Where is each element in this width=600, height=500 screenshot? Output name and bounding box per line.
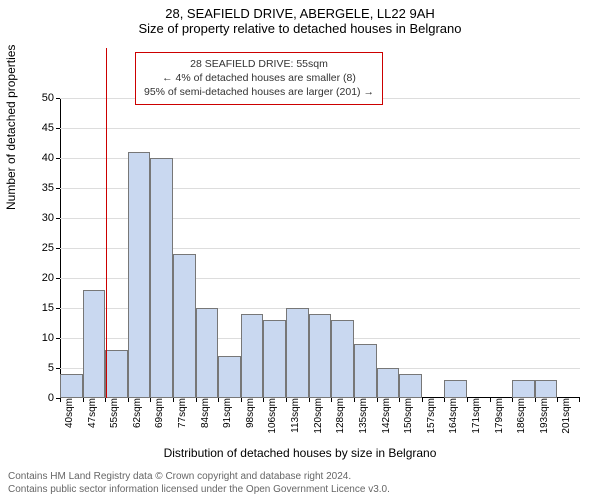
x-tick-mark (354, 398, 355, 402)
x-tick-label: 91sqm (220, 398, 233, 428)
histogram-bar (535, 380, 558, 398)
callout-line-3: 95% of semi-detached houses are larger (… (144, 85, 374, 99)
x-tick-mark (241, 398, 242, 402)
gridline (60, 128, 580, 129)
x-tick-mark (173, 398, 174, 402)
footer-line-1: Contains HM Land Registry data © Crown c… (8, 470, 390, 483)
callout-line-2: ← 4% of detached houses are smaller (8) (144, 71, 374, 85)
x-tick-label: 179sqm (492, 398, 505, 434)
x-axis-label: Distribution of detached houses by size … (0, 446, 600, 460)
y-tick-label: 20 (42, 272, 60, 284)
chart-area: 28 SEAFIELD DRIVE: 55sqm ← 4% of detache… (60, 48, 580, 398)
x-tick-label: 120sqm (311, 398, 324, 434)
histogram-bar (60, 374, 83, 398)
histogram-bar (512, 380, 535, 398)
histogram-bar (83, 290, 106, 398)
x-tick-label: 164sqm (446, 398, 459, 434)
x-tick-mark (399, 398, 400, 402)
histogram-bar (128, 152, 151, 398)
y-tick-label: 30 (42, 212, 60, 224)
y-tick-label: 45 (42, 122, 60, 134)
x-tick-label: 77sqm (175, 398, 188, 428)
histogram-bar (150, 158, 173, 398)
histogram-bar (444, 380, 467, 398)
footer-line-2: Contains public sector information licen… (8, 483, 390, 496)
x-tick-label: 47sqm (85, 398, 98, 428)
x-tick-label: 55sqm (107, 398, 120, 428)
y-tick-label: 50 (42, 92, 60, 104)
histogram-bar (286, 308, 309, 398)
x-tick-mark (535, 398, 536, 402)
x-tick-mark (490, 398, 491, 402)
x-tick-label: 84sqm (198, 398, 211, 428)
x-tick-label: 106sqm (265, 398, 278, 434)
x-tick-label: 98sqm (243, 398, 256, 428)
callout-line-1: 28 SEAFIELD DRIVE: 55sqm (144, 57, 374, 71)
x-tick-label: 40sqm (62, 398, 75, 428)
x-tick-mark (309, 398, 310, 402)
x-tick-mark (286, 398, 287, 402)
x-tick-mark (196, 398, 197, 402)
x-tick-label: 186sqm (514, 398, 527, 434)
histogram-bar (263, 320, 286, 398)
chart-title-1: 28, SEAFIELD DRIVE, ABERGELE, LL22 9AH (0, 0, 600, 21)
x-tick-label: 69sqm (152, 398, 165, 428)
histogram-bar (309, 314, 332, 398)
x-tick-mark (128, 398, 129, 402)
x-tick-label: 150sqm (401, 398, 414, 434)
y-tick-label: 10 (42, 332, 60, 344)
x-tick-label: 201sqm (559, 398, 572, 434)
x-tick-label: 193sqm (537, 398, 550, 434)
x-tick-label: 113sqm (288, 398, 301, 433)
y-axis-label: Number of detached properties (4, 45, 18, 210)
histogram-bar (399, 374, 422, 398)
histogram-bar (196, 308, 219, 398)
plot-region: 0510152025303540455040sqm47sqm55sqm62sqm… (60, 98, 580, 398)
x-tick-mark (377, 398, 378, 402)
histogram-bar (218, 356, 241, 398)
y-tick-label: 15 (42, 302, 60, 314)
reference-line (106, 48, 107, 398)
histogram-bar (377, 368, 400, 398)
chart-container: 28, SEAFIELD DRIVE, ABERGELE, LL22 9AH S… (0, 0, 600, 500)
y-tick-label: 35 (42, 182, 60, 194)
y-tick-label: 5 (48, 362, 60, 374)
x-tick-label: 157sqm (424, 398, 437, 434)
histogram-bar (173, 254, 196, 398)
footer-attribution: Contains HM Land Registry data © Crown c… (8, 470, 390, 496)
x-tick-label: 128sqm (333, 398, 346, 434)
x-tick-mark (60, 398, 61, 402)
histogram-bar (241, 314, 264, 398)
x-tick-label: 62sqm (130, 398, 143, 428)
x-tick-mark (467, 398, 468, 402)
y-tick-label: 25 (42, 242, 60, 254)
callout-box: 28 SEAFIELD DRIVE: 55sqm ← 4% of detache… (135, 52, 383, 105)
histogram-bar (331, 320, 354, 398)
histogram-bar (105, 350, 128, 398)
y-tick-label: 40 (42, 152, 60, 164)
y-tick-label: 0 (48, 392, 60, 404)
x-tick-mark (422, 398, 423, 402)
x-tick-mark (579, 398, 580, 402)
x-tick-label: 171sqm (469, 398, 482, 434)
histogram-bar (354, 344, 377, 398)
x-tick-mark (83, 398, 84, 402)
chart-title-2: Size of property relative to detached ho… (0, 21, 600, 38)
x-tick-label: 142sqm (379, 398, 392, 434)
x-tick-label: 135sqm (356, 398, 369, 434)
